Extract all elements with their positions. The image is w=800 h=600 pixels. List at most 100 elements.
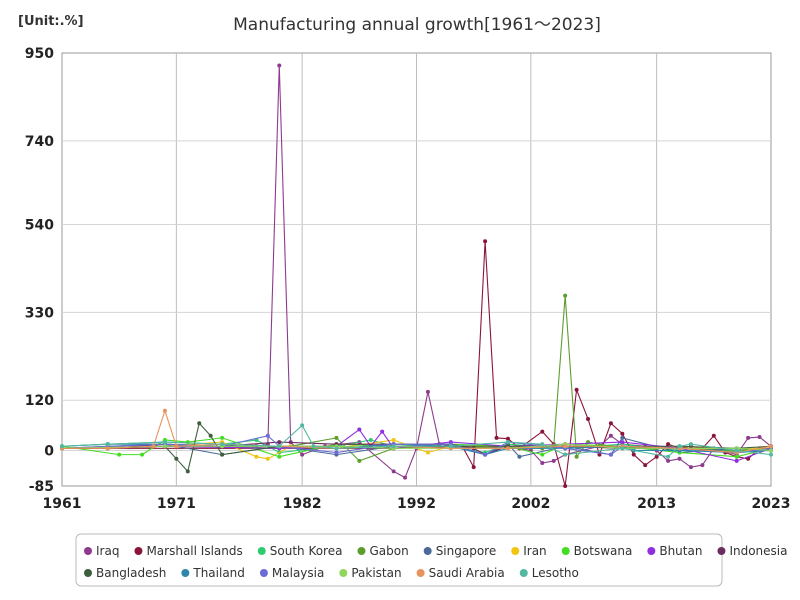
data-point [357, 458, 362, 463]
data-point [220, 435, 225, 440]
y-tick-label: 120 [25, 393, 54, 409]
legend-swatch [717, 547, 726, 555]
legend-label: Pakistan [351, 566, 401, 580]
x-tick-label: 1971 [157, 496, 196, 512]
series-group [60, 63, 773, 488]
data-point [174, 456, 179, 461]
x-tick-label: 2023 [752, 496, 791, 512]
legend-swatch [134, 547, 143, 555]
data-point [162, 408, 167, 413]
data-point [277, 444, 282, 449]
data-point [334, 450, 339, 455]
data-point [105, 446, 110, 451]
data-point [494, 435, 499, 440]
data-point [769, 444, 773, 449]
data-point [631, 452, 636, 457]
data-point [608, 452, 613, 457]
legend-swatch [416, 569, 425, 577]
series-14 [60, 423, 773, 459]
data-point [334, 446, 339, 451]
x-tick-label: 2013 [637, 496, 676, 512]
legend-swatch [519, 569, 528, 577]
y-tick-label: 330 [25, 305, 54, 321]
data-point [391, 444, 396, 449]
data-point [254, 454, 259, 459]
legend-swatch [181, 569, 190, 577]
y-tick-label: 0 [44, 443, 54, 459]
legend-label: Iran [523, 544, 546, 558]
data-point [666, 442, 671, 447]
data-point [711, 433, 716, 438]
legend-swatch [84, 547, 92, 555]
data-point [391, 437, 396, 442]
data-point [688, 442, 693, 447]
legend-item: Singapore [423, 544, 497, 558]
data-point [734, 458, 739, 463]
data-point [368, 437, 373, 442]
data-point [265, 433, 270, 438]
legend-label: Malaysia [272, 566, 324, 580]
data-point [60, 444, 64, 449]
axes: 1961 1971 1982 1992 2002 2013 2023 950 740 540 330… [25, 46, 791, 512]
data-point [540, 442, 545, 447]
data-point [586, 417, 591, 422]
data-point [769, 448, 773, 453]
legend-item: Saudi Arabia [416, 566, 505, 580]
data-point [277, 454, 282, 459]
data-point [620, 431, 625, 436]
legend-swatch [259, 569, 268, 577]
legend-label: Bangladesh [96, 566, 166, 580]
data-point [517, 454, 522, 459]
data-point [471, 465, 476, 470]
legend-label: Singapore [436, 544, 497, 558]
data-point [197, 421, 202, 426]
data-point [734, 448, 739, 453]
data-point [654, 454, 659, 459]
data-point [300, 423, 305, 428]
data-point [620, 446, 625, 451]
legend-item: Indonesia [717, 544, 787, 558]
data-point [563, 484, 568, 488]
legend-item: Pakistan [339, 566, 402, 580]
y-tick-label: 950 [25, 46, 54, 62]
x-tick-label: 1982 [283, 496, 322, 512]
data-point [208, 433, 213, 438]
legend-swatch [561, 547, 570, 555]
data-point [403, 475, 408, 480]
data-point [677, 456, 682, 461]
data-point [769, 452, 773, 457]
legend-swatch [511, 547, 520, 555]
data-point [357, 427, 362, 432]
data-point [334, 435, 339, 440]
data-point [505, 440, 510, 445]
legend-item: Thailand [181, 566, 245, 580]
data-point [220, 442, 225, 447]
data-point [620, 440, 625, 445]
legend-item: Lesotho [519, 566, 579, 580]
data-point [505, 446, 510, 451]
data-point [265, 456, 270, 461]
data-point [185, 469, 190, 474]
legend-box [75, 533, 723, 587]
legend-label: Marshall Islands [146, 544, 242, 558]
legend-label: Iraq [96, 544, 119, 558]
data-point [425, 389, 430, 394]
legend-item: Iran [511, 544, 547, 558]
x-tick-label: 1992 [397, 496, 436, 512]
data-point [734, 454, 739, 459]
legend-label: Thailand [192, 566, 245, 580]
y-tick-label: 740 [25, 134, 54, 150]
data-point [380, 429, 385, 434]
data-point [425, 450, 430, 455]
data-point [277, 440, 282, 445]
legend-item: Gabon [357, 544, 409, 558]
legend-item: South Korea [257, 544, 342, 558]
legend-item: Malaysia [259, 566, 324, 580]
data-point [666, 454, 671, 459]
data-point [688, 465, 693, 470]
legend: Iraq Marshall Islands South Korea Gabon Sing… [75, 533, 787, 587]
data-point [746, 435, 751, 440]
legend-swatch [357, 547, 366, 555]
data-point [608, 433, 613, 438]
